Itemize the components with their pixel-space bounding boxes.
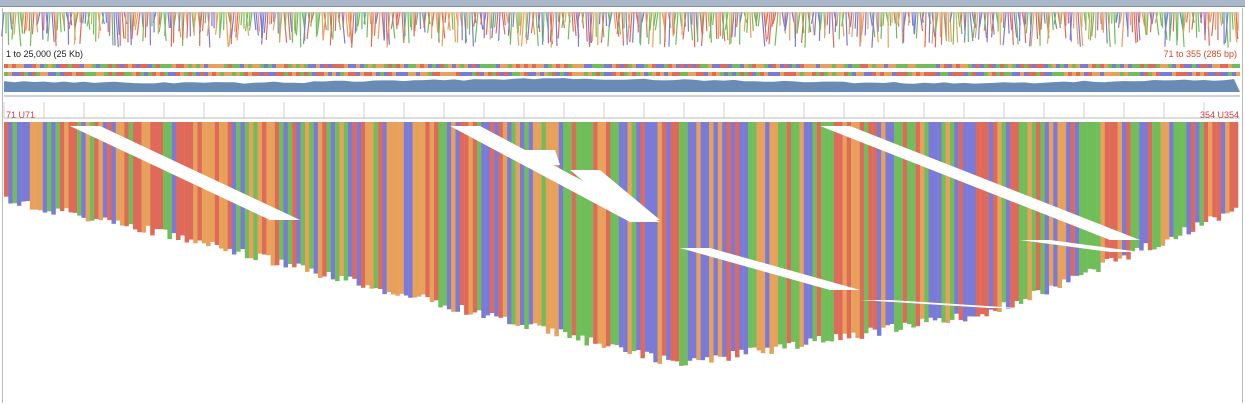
ruler-end-label: 354 U354 — [1199, 110, 1239, 120]
view-range-label: 71 to 355 (285 bp) — [1163, 49, 1237, 59]
position-ruler — [3, 102, 1240, 119]
read-pileup — [4, 122, 1239, 366]
coverage-track — [4, 78, 1240, 92]
sequence-bars — [4, 64, 1240, 76]
viewer-panel — [2, 8, 1243, 403]
window-top-border — [0, 0, 1245, 7]
overview-range-label: 1 to 25,000 (25 Kb) — [6, 49, 84, 59]
chromatogram-overview — [1, 11, 1239, 48]
ruler-start-label: 71 U71 — [6, 110, 36, 120]
